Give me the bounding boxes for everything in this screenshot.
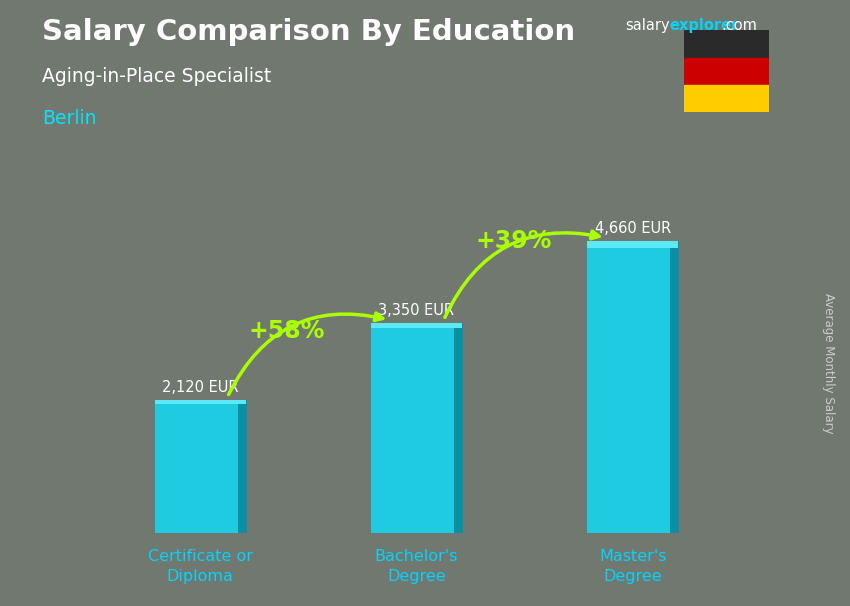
Text: Berlin: Berlin xyxy=(42,109,97,128)
Text: 3,350 EUR: 3,350 EUR xyxy=(378,303,455,318)
Bar xyxy=(454,323,463,533)
Text: salary: salary xyxy=(625,18,670,33)
Bar xyxy=(587,241,678,533)
Text: Aging-in-Place Specialist: Aging-in-Place Specialist xyxy=(42,67,272,85)
Bar xyxy=(155,400,246,404)
Bar xyxy=(671,241,679,533)
Bar xyxy=(371,323,462,533)
Bar xyxy=(371,323,462,328)
Text: Average Monthly Salary: Average Monthly Salary xyxy=(822,293,836,434)
Text: 4,660 EUR: 4,660 EUR xyxy=(595,221,671,236)
Bar xyxy=(155,400,246,533)
Bar xyxy=(684,58,769,85)
Bar xyxy=(237,400,246,533)
Text: +39%: +39% xyxy=(476,229,552,253)
Bar xyxy=(684,85,769,112)
Text: Salary Comparison By Education: Salary Comparison By Education xyxy=(42,18,575,46)
Text: +58%: +58% xyxy=(248,319,325,344)
Text: 2,120 EUR: 2,120 EUR xyxy=(162,380,238,395)
Bar xyxy=(684,30,769,58)
Text: .com: .com xyxy=(722,18,757,33)
Bar xyxy=(587,241,678,248)
Text: explorer: explorer xyxy=(669,18,739,33)
